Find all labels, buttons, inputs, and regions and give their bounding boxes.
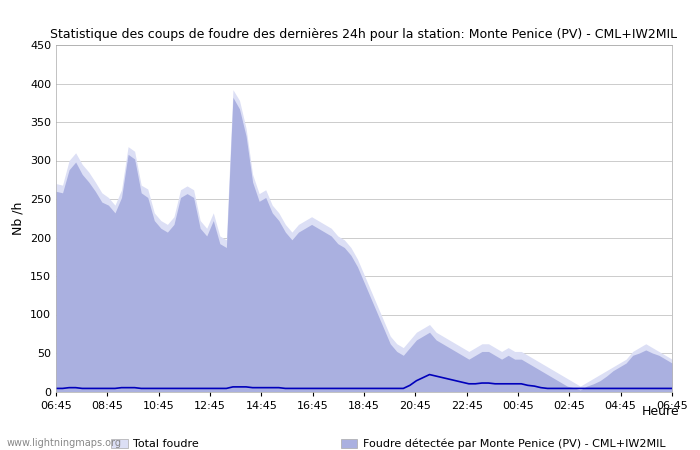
Legend: Total foudre, Moyenne de toutes les stations, Foudre détectée par Monte Penice (: Total foudre, Moyenne de toutes les stat… (111, 439, 666, 450)
Title: Statistique des coups de foudre des dernières 24h pour la station: Monte Penice : Statistique des coups de foudre des dern… (50, 28, 678, 41)
Text: www.lightningmaps.org: www.lightningmaps.org (7, 438, 122, 448)
Y-axis label: Nb /h: Nb /h (11, 202, 25, 235)
Text: Heure: Heure (641, 405, 679, 418)
